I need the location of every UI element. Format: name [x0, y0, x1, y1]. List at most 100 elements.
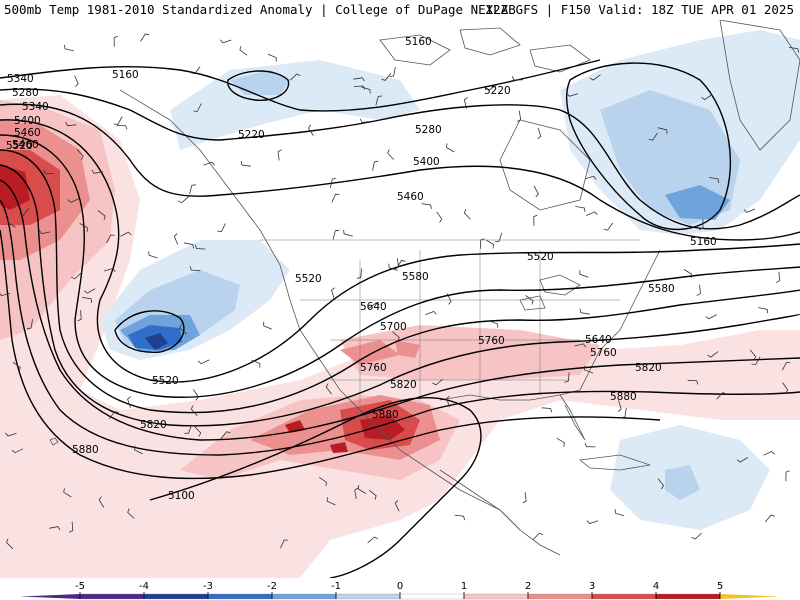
wind-barb	[97, 210, 106, 221]
wind-barb	[134, 445, 143, 455]
contour-label: 5820	[140, 419, 167, 431]
wind-barb	[7, 218, 16, 228]
wind-barb	[148, 251, 158, 259]
wind-barb	[394, 258, 400, 270]
contour-label: 5460	[14, 127, 41, 139]
wind-barb	[354, 487, 359, 499]
wind-barb	[76, 149, 84, 160]
wind-barb	[331, 193, 340, 203]
contour-label: 5220	[484, 85, 511, 97]
colorbar-swatch	[207, 593, 273, 600]
wind-barb	[290, 73, 301, 81]
wind-barb	[517, 110, 522, 122]
colorbar-swatch	[399, 593, 465, 600]
contour-label: 5520	[527, 251, 554, 263]
contour-label: 5160	[405, 36, 432, 48]
wind-barb	[368, 302, 380, 309]
wind-barb	[189, 184, 196, 195]
contour-label: 5340	[7, 73, 34, 85]
wind-barb	[788, 47, 800, 53]
wind-barb	[368, 489, 377, 500]
wind-barb	[387, 149, 395, 160]
wind-barb	[785, 470, 790, 482]
wind-barb	[193, 389, 199, 401]
colorbar-arrow-right	[720, 594, 780, 599]
wind-barb	[197, 359, 210, 365]
wind-barb	[190, 66, 201, 75]
contour-label: 5640	[360, 301, 387, 313]
wind-barb	[743, 208, 756, 213]
wind-barb	[184, 242, 194, 249]
wind-barb	[331, 287, 335, 299]
wind-barb	[564, 372, 570, 383]
wind-barb	[251, 359, 261, 368]
wind-barb	[219, 39, 232, 44]
wind-barb	[764, 514, 776, 523]
contour-label: 5820	[635, 362, 662, 374]
wind-barb	[68, 521, 74, 533]
wind-barb	[177, 196, 189, 204]
wind-barb	[381, 73, 392, 81]
contour-label: 5100	[168, 490, 195, 502]
height-contours	[0, 59, 800, 578]
contour-label: 5460	[397, 191, 424, 203]
colorbar-tick-label: 3	[589, 581, 595, 592]
wind-barb	[522, 492, 527, 504]
wind-barb	[220, 431, 231, 439]
wind-barb	[318, 476, 328, 487]
political-borders	[260, 239, 640, 420]
contour-label: 5580	[402, 271, 429, 283]
wind-barb	[446, 395, 451, 408]
contour-label: 5520	[6, 140, 33, 152]
contour-label: 5160	[690, 236, 717, 248]
wind-barb	[445, 143, 455, 153]
wind-barb	[354, 85, 366, 90]
contour-label: 5160	[112, 69, 139, 81]
wind-barb	[179, 324, 188, 335]
contour-label: 5640	[585, 334, 612, 346]
contour-label: 5400	[413, 156, 440, 168]
wind-barb	[432, 378, 444, 386]
wind-barb	[64, 44, 74, 52]
wind-barb	[454, 514, 465, 521]
wind-barb	[91, 169, 103, 174]
colorbar-swatch	[79, 593, 145, 600]
wind-barb	[614, 509, 625, 517]
contour-label: 5760	[590, 347, 617, 359]
wind-barb	[67, 198, 80, 203]
wind-barb	[239, 46, 248, 56]
wind-barb	[11, 448, 24, 454]
wind-barb	[280, 539, 289, 549]
contour-label: 5880	[72, 444, 99, 456]
anomaly-colorbar: -5 -4 -3 -2 -1 0 1 2 3 4 5	[20, 581, 780, 600]
wind-barb	[6, 538, 14, 550]
contour-label: 5820	[390, 379, 417, 391]
wind-barb	[332, 229, 340, 240]
map-title: 500mb Temp 1981-2010 Standardized Anomal…	[4, 2, 516, 17]
wind-barb	[691, 532, 703, 540]
wind-barb	[217, 223, 226, 232]
wind-barb	[116, 125, 128, 130]
wind-barb	[446, 293, 452, 305]
wind-barb	[781, 361, 791, 371]
wind-barb	[586, 211, 598, 216]
wind-barb	[240, 161, 251, 167]
colorbar-swatch	[527, 593, 593, 600]
contour-label: 5760	[478, 335, 505, 347]
colorbar-swatch	[655, 593, 721, 600]
wind-barb	[98, 496, 105, 508]
wind-barb	[736, 457, 749, 463]
weather-map: 5340 5160 5160 5160 5280 5220 5220 5340 …	[0, 20, 800, 578]
coastlines	[49, 20, 800, 556]
colorbar-swatch	[463, 593, 529, 600]
wind-barb	[525, 295, 534, 305]
wind-barb	[184, 424, 192, 434]
wind-barb	[79, 223, 88, 232]
wind-barb	[49, 526, 61, 531]
wind-barb	[533, 185, 539, 198]
wind-barb	[194, 244, 206, 250]
wind-barb	[463, 209, 471, 220]
contour-label: 5280	[12, 87, 39, 99]
wind-barb	[357, 484, 367, 494]
wind-barb	[106, 234, 115, 244]
